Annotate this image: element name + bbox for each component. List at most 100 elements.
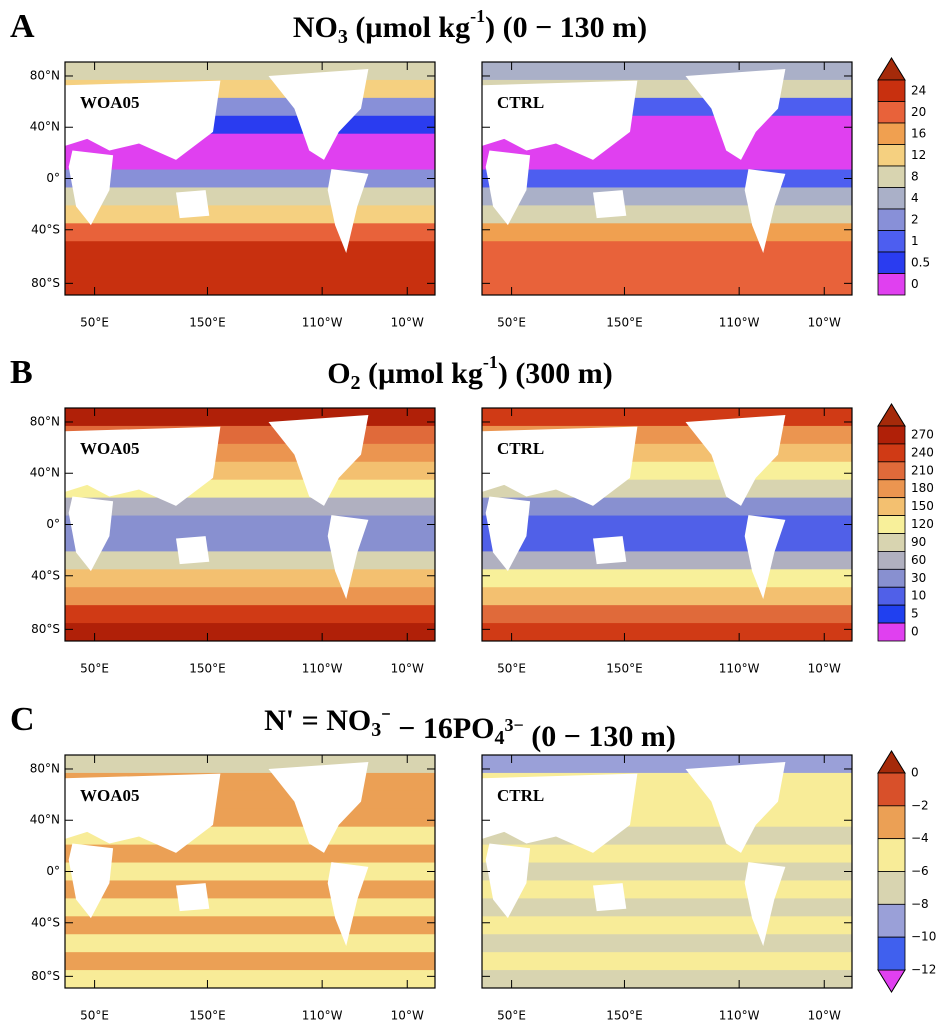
- title-part: 3: [338, 26, 348, 48]
- map-band: [65, 533, 435, 552]
- lon-label: 110°W: [302, 662, 343, 676]
- colorbar-label: −4: [911, 831, 929, 845]
- map-band: [482, 533, 852, 552]
- lon-label: 150°E: [189, 662, 226, 676]
- colorbar-arrow: [877, 403, 906, 427]
- title-part: (µmol kg: [361, 357, 483, 390]
- map-band: [65, 241, 435, 260]
- lon-label: 50°E: [80, 316, 109, 330]
- title-part: ⁻: [381, 707, 391, 727]
- colorbar-box: [877, 425, 906, 445]
- map: [64, 407, 436, 642]
- land: [485, 150, 531, 226]
- lon-label: 10°W: [391, 1009, 424, 1022]
- map-band: [482, 277, 852, 296]
- land: [268, 414, 369, 506]
- land: [327, 169, 369, 254]
- map-band: [65, 551, 435, 570]
- land: [485, 843, 531, 919]
- lat-label: 40°S: [31, 568, 60, 582]
- map-label: CTRL: [497, 93, 544, 112]
- lat-label: 80°N: [30, 68, 60, 82]
- map: [481, 61, 853, 296]
- map-band: [482, 408, 852, 427]
- colorbar-box: [877, 443, 906, 463]
- lat-label: 40°N: [30, 466, 60, 480]
- land: [685, 414, 786, 506]
- map-band: [65, 62, 435, 81]
- land: [68, 496, 114, 572]
- colorbar-box: [877, 838, 906, 872]
- map-band: [482, 916, 852, 935]
- lon-label: 10°W: [391, 316, 424, 330]
- map-band: [482, 515, 852, 534]
- colorbar-box: [877, 187, 906, 210]
- map-label: WOA05: [80, 439, 140, 458]
- map-band: [65, 970, 435, 989]
- map-band: [65, 497, 435, 517]
- lat-label: 80°S: [31, 622, 60, 636]
- lon-label: 150°E: [189, 316, 226, 330]
- colorbar-box: [877, 586, 906, 606]
- colorbar-label: 120: [911, 517, 934, 531]
- lon-label: 110°W: [719, 316, 760, 330]
- colorbar-label: 270: [911, 427, 934, 441]
- land: [176, 190, 210, 219]
- land: [176, 883, 210, 912]
- map-band: [482, 205, 852, 224]
- colorbar-box: [877, 251, 906, 274]
- colorbar-label: 210: [911, 463, 934, 477]
- lon-label: 10°W: [808, 1009, 841, 1022]
- colorbar-box: [877, 479, 906, 499]
- colorbar-label: 0: [911, 277, 919, 291]
- land: [685, 68, 786, 160]
- colorbar-box: [877, 515, 906, 534]
- colorbar-box: [877, 230, 906, 253]
- map-band: [65, 569, 435, 588]
- colorbar-label: 0: [911, 625, 919, 639]
- colorbar-label: 180: [911, 481, 934, 495]
- map-label: CTRL: [497, 439, 544, 458]
- colorbar-label: 1: [911, 234, 919, 248]
- map-band: [65, 277, 435, 296]
- colorbar-arrow: [877, 969, 906, 993]
- map-band: [482, 241, 852, 260]
- land: [68, 843, 114, 919]
- map-band: [482, 151, 852, 171]
- map-band: [482, 187, 852, 206]
- land: [65, 426, 221, 506]
- title-part: − 16PO: [391, 712, 495, 745]
- panel-title: NO3 (µmol kg-1) (0 − 130 m): [293, 6, 647, 47]
- lat-label: 40°S: [31, 222, 60, 236]
- lon-label: 110°W: [302, 316, 343, 330]
- lat-label: 40°N: [30, 120, 60, 134]
- colorbar-box: [877, 208, 906, 231]
- land: [593, 536, 627, 565]
- colorbar-label: −2: [911, 798, 929, 812]
- land: [485, 496, 531, 572]
- colorbar-label: 60: [911, 553, 926, 567]
- lon-label: 150°E: [606, 316, 643, 330]
- land: [327, 515, 369, 600]
- map-band: [482, 587, 852, 606]
- map-band: [65, 223, 435, 242]
- map-band: [482, 862, 852, 881]
- land: [593, 883, 627, 912]
- colorbar-box: [877, 79, 906, 102]
- map-label: WOA05: [80, 786, 140, 805]
- colorbar-label: −12: [911, 963, 936, 977]
- lon-label: 50°E: [497, 316, 526, 330]
- map-band: [65, 587, 435, 606]
- lon-label: 10°W: [808, 316, 841, 330]
- colorbar-box: [877, 805, 906, 840]
- lat-label: 0°: [46, 517, 60, 531]
- lon-label: 10°W: [391, 662, 424, 676]
- colorbar-label: 4: [911, 191, 919, 205]
- colorbar-label: 0.5: [911, 255, 930, 269]
- map-band: [65, 755, 435, 774]
- lon-label: 150°E: [606, 1009, 643, 1022]
- colorbar-box: [877, 936, 906, 971]
- land: [482, 426, 638, 506]
